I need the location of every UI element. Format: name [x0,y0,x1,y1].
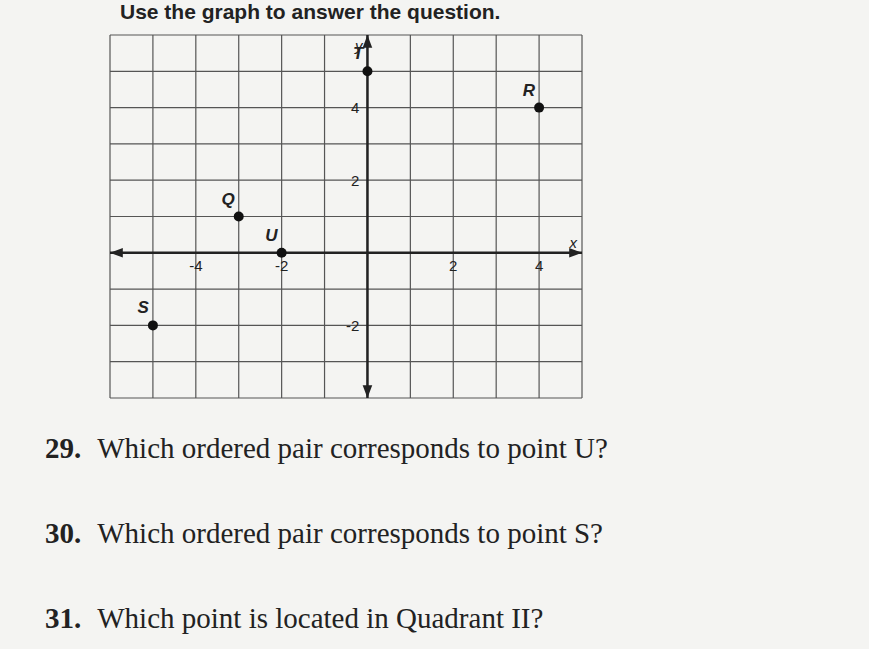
svg-text:U: U [265,226,278,245]
svg-text:T: T [353,44,364,64]
svg-text:-2: -2 [275,257,288,274]
svg-text:-4: -4 [189,257,202,274]
html-text:Which point is located in Quad: Which point is located in Quadrant II? [97,602,544,634]
svg-text:R: R [523,81,536,100]
svg-text:4: 4 [535,257,543,274]
svg-text:x: x [569,234,578,251]
html-text:31.: 31. [45,602,82,634]
html-text:30.: 30. [45,517,82,549]
svg-text:y: y [354,37,364,54]
svg-text:-2: -2 [346,317,359,334]
svg-text:4: 4 [351,99,359,116]
html-text:Which ordered pair corresponds: Which ordered pair corresponds to point … [97,517,603,549]
html-text:Use the graph to answer the qu: Use the graph to answer the question. [120,0,501,23]
html-text:29.: 29. [45,432,82,464]
svg-text:S: S [138,298,150,317]
svg-text:2: 2 [449,257,457,274]
svg-text:Q: Q [221,190,234,209]
svg-text:2: 2 [351,172,359,189]
html-text:Which ordered pair corresponds: Which ordered pair corresponds to point … [97,432,608,464]
